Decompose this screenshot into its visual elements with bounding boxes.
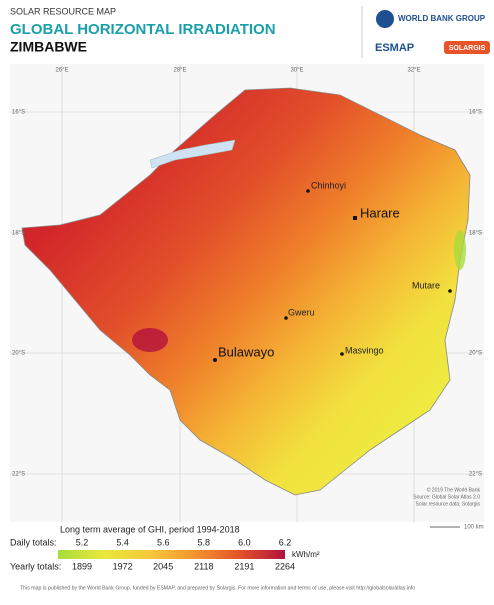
- legend-label: Yearly totals:: [10, 561, 61, 571]
- hotspot: [132, 328, 168, 352]
- yearly-value: 2191: [234, 561, 254, 571]
- country: ZIMBABWE: [10, 39, 87, 55]
- daily-value: 5.2: [76, 537, 89, 547]
- daily-value: 5.4: [116, 537, 129, 547]
- yearly-value: 2264: [275, 561, 295, 571]
- country-irradiation: [21, 87, 471, 496]
- lake-kariba: [149, 139, 236, 169]
- yearly-value: 1899: [72, 561, 92, 571]
- latitude-label: 18°S: [469, 231, 482, 237]
- longitude-label: 30°E: [290, 68, 303, 74]
- latitude-label: 16°S: [12, 110, 25, 116]
- credit: Solar resource data: Solargis: [416, 501, 481, 507]
- city-dots: [213, 189, 452, 362]
- longitude-label: 26°E: [55, 68, 68, 74]
- solargis-badge: [444, 41, 490, 54]
- daily-value: 5.8: [198, 537, 211, 547]
- legend-ticks: 5.2 1899 5.4 1972 5.6 2045 5.8 2118 6.0 2191 6.2 22…: [72, 537, 295, 571]
- credit: Source: Global Solar Atlas 2.0: [413, 494, 480, 500]
- daily-value: 5.6: [157, 537, 170, 547]
- legend-title: Long term average of GHI, period 1994-20…: [60, 524, 240, 534]
- legend-unit: kWh/m²: [292, 550, 320, 559]
- city-label: Chinhoyi: [311, 180, 346, 190]
- daily-value: 6.2: [279, 537, 292, 547]
- latitude-label: 20°S: [469, 351, 482, 357]
- latitude-label: 16°S: [469, 110, 482, 116]
- logo-text: ESMAP: [375, 42, 414, 54]
- longitude-label: 28°E: [173, 68, 186, 74]
- credit: © 2019 The World Bank: [427, 486, 481, 493]
- city-label: Gweru: [288, 307, 315, 317]
- city-label: Harare: [360, 205, 400, 220]
- kicker: SOLAR RESOURCE MAP: [10, 6, 116, 16]
- logo-text: WORLD BANK GROUP: [398, 14, 486, 23]
- coolspot: [454, 230, 466, 270]
- scale-label: 100 km: [464, 525, 484, 531]
- latitude-label: 18°S: [12, 231, 25, 237]
- city-label: Mutare: [412, 280, 440, 290]
- latitude-label: 22°S: [469, 472, 482, 478]
- city-label: Masvingo: [345, 345, 384, 355]
- city-label: Bulawayo: [218, 344, 274, 359]
- wb-logo: [376, 10, 394, 28]
- legend-label: Daily totals:: [10, 537, 57, 547]
- footer: This map is published by the World Bank …: [20, 585, 415, 591]
- title: GLOBAL HORIZONTAL IRRADIATION: [10, 21, 276, 38]
- logo-text: SOLARGIS: [449, 45, 486, 52]
- longitude-label: 32°E: [407, 68, 420, 74]
- latitude-label: 22°S: [12, 472, 25, 478]
- daily-value: 6.0: [238, 537, 251, 547]
- yearly-value: 1972: [113, 561, 133, 571]
- yearly-value: 2118: [194, 561, 213, 571]
- yearly-value: 2045: [153, 561, 173, 571]
- legend-colorbar: [58, 550, 285, 559]
- latitude-label: 20°S: [12, 351, 25, 357]
